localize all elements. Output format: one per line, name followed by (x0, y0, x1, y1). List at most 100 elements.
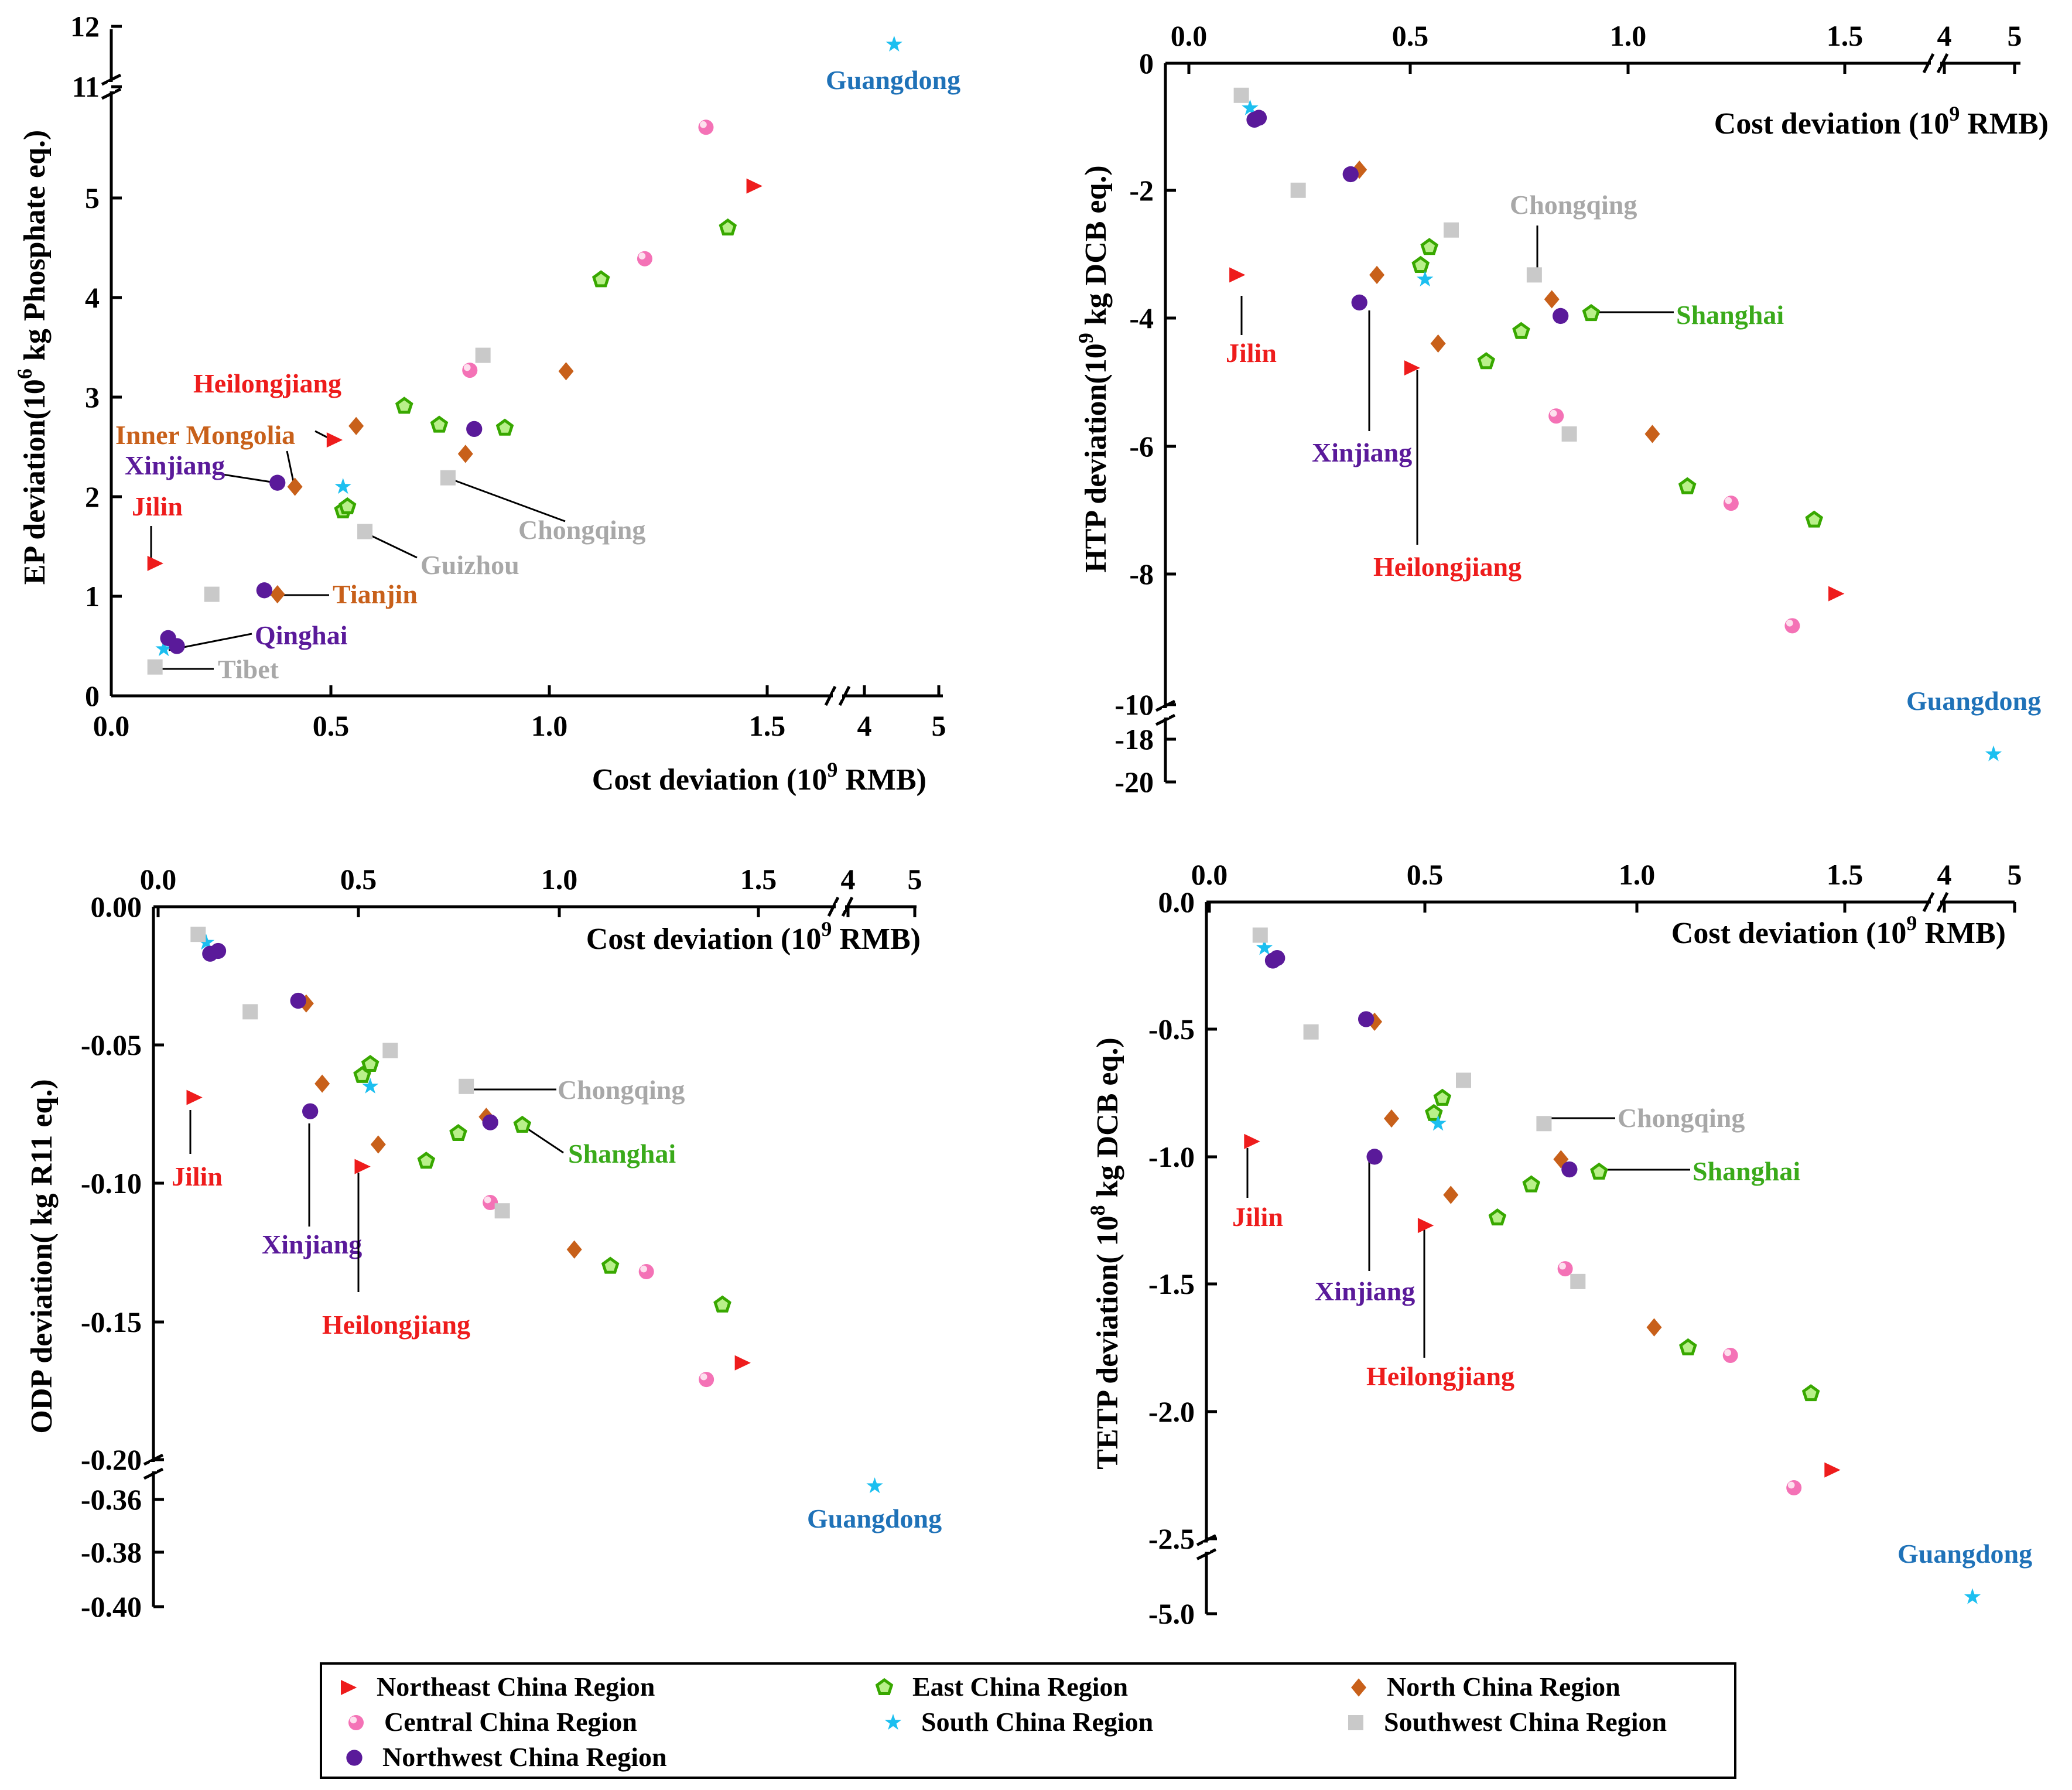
point-southwest (459, 1078, 474, 1094)
point-southwest (1456, 1072, 1471, 1088)
x-tick-label: 5 (908, 863, 922, 896)
point-northeast (326, 432, 343, 448)
point-north (314, 1074, 330, 1093)
point-northwest (1553, 308, 1569, 324)
point-east (1582, 303, 1601, 322)
x-tick-label: 1.0 (1619, 858, 1656, 891)
annotation-label: Xinjiang (125, 450, 225, 480)
annotation-label: Guangdong (1906, 686, 2041, 716)
annotation-label: Heilongjiang (322, 1310, 470, 1340)
point-east (430, 415, 449, 433)
point-south (885, 35, 903, 52)
annotation-label: Heilongjiang (193, 368, 341, 398)
point-north (348, 416, 364, 435)
x-tick-label: 0.0 (1171, 19, 1208, 52)
x-tick-label: 5 (2008, 858, 2022, 891)
y-tick-label: 2 (85, 480, 100, 513)
point-east (713, 1295, 731, 1313)
y-tick-label: -8 (1129, 558, 1154, 590)
y-axis-label: EP deviation(106 kg Phosphate eq.) (13, 130, 52, 585)
y-tick-label: -2 (1129, 174, 1154, 207)
legend-label: Northwest China Region (382, 1742, 667, 1772)
point-east (1477, 352, 1496, 370)
point-southwest (204, 586, 220, 602)
y-tick-label: -0.36 (81, 1483, 142, 1516)
point-northwest (210, 942, 227, 959)
legend-marker-north (1351, 1678, 1366, 1697)
point-northwest (1269, 950, 1285, 966)
y-tick-label: -0.15 (81, 1306, 142, 1338)
point-southwest (494, 1203, 510, 1219)
axis-break-gap (1931, 899, 1940, 906)
point-northeast (186, 1089, 203, 1105)
annotation-label: Heilongjiang (1373, 552, 1521, 582)
point-northeast (1229, 267, 1246, 283)
legend: Northeast China Region East China Region N… (320, 1662, 1736, 1779)
point-southwest (1561, 426, 1577, 442)
point-south (361, 1077, 379, 1094)
point-northeast (354, 1159, 371, 1174)
annotation-label: Shanghai (1693, 1156, 1800, 1186)
point-north (269, 585, 285, 604)
point-south (334, 478, 351, 494)
axis-break-mark (838, 685, 851, 706)
annotation-leader (450, 478, 566, 522)
y-tick-label: -2.5 (1148, 1522, 1195, 1555)
point-east (361, 1054, 379, 1072)
y-tick-label: -0.5 (1148, 1013, 1195, 1046)
y-tick-label: -20 (1114, 766, 1154, 798)
point-south (1964, 1588, 1981, 1604)
point-northeast (734, 1355, 751, 1371)
panel-htp: 0.0 0.5 1.0 1.5 4 5 0 -2 -4 -6 -8 -10-18 -20 Cost dev… (1074, 19, 2049, 798)
point-northeast (1828, 586, 1845, 602)
point-southwest (190, 927, 206, 942)
point-east (1433, 1088, 1452, 1106)
legend-marker-central-highlight (350, 1716, 357, 1724)
point-east (513, 1115, 532, 1133)
point-southwest (475, 347, 491, 363)
point-central (1786, 1480, 1802, 1496)
x-tick-label: 4 (1937, 858, 1952, 891)
legend-marker-south (884, 1714, 902, 1730)
x-tick-label: 0.5 (340, 863, 377, 896)
point-northwest (169, 638, 185, 654)
axis-break-gap (1162, 708, 1169, 718)
x-tick-label: 0.0 (140, 863, 177, 896)
point-northeast (1404, 360, 1421, 376)
x-tick-label: 5 (932, 709, 946, 742)
point-central-highlight (640, 1265, 647, 1273)
point-southwest (1570, 1273, 1586, 1289)
axis-break-gap (150, 1462, 157, 1471)
x-axis-label: Cost deviation (109 RMB) (592, 758, 926, 797)
annotation-label: Inner Mongolia (115, 420, 295, 450)
point-central-highlight (1787, 1481, 1795, 1489)
x-tick-label: 4 (1937, 19, 1952, 52)
x-tick-label: 0.5 (313, 709, 350, 742)
y-tick-label: 0.00 (91, 890, 142, 923)
point-northwest (482, 1114, 498, 1130)
point-east (591, 270, 610, 288)
point-east (495, 418, 514, 436)
annotation-label: Jilin (132, 491, 183, 521)
annotation-label: Jilin (172, 1162, 223, 1191)
point-central (1722, 1347, 1738, 1363)
point-central-highlight (1550, 409, 1557, 417)
point-central (1784, 618, 1800, 634)
point-northeast (746, 178, 763, 194)
point-east (1590, 1162, 1608, 1180)
x-axis-label: Cost deviation (109 RMB) (586, 917, 921, 956)
point-east (338, 497, 357, 515)
point-north (1384, 1109, 1400, 1128)
point-northwest (256, 582, 272, 599)
point-south (1242, 99, 1259, 115)
point-central-highlight (638, 252, 646, 259)
point-southwest (440, 470, 456, 486)
y-tick-label: 0 (85, 679, 100, 712)
axis-break-mark (1922, 53, 1935, 74)
point-south (1416, 271, 1434, 287)
annotation-label: Xinjiang (1315, 1276, 1415, 1306)
point-south (155, 640, 172, 657)
point-east (395, 397, 413, 414)
x-axis-label: Cost deviation (109 RMB) (1671, 911, 2006, 950)
y-tick-label: -1.5 (1148, 1268, 1195, 1300)
